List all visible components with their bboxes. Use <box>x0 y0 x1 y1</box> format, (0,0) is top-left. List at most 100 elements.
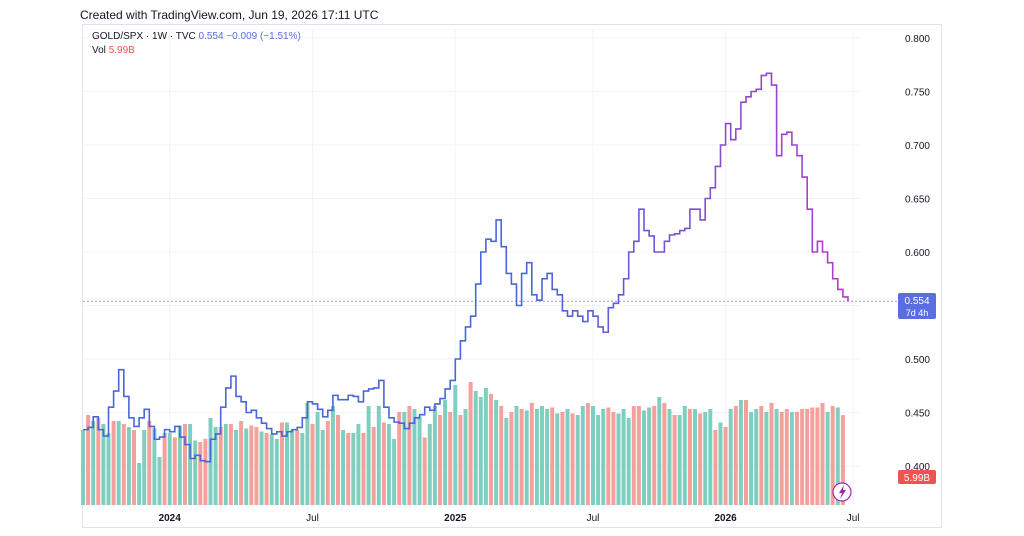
volume-bar <box>330 406 335 505</box>
volume-bar <box>723 427 728 505</box>
volume-bar <box>239 421 244 505</box>
volume-bar <box>749 412 754 505</box>
volume-bar <box>223 424 228 505</box>
volume-bar <box>96 418 101 505</box>
volume-bar <box>647 407 652 505</box>
volume-bar <box>560 412 565 505</box>
legend-change: −0.009 (−1.51%) <box>226 31 301 42</box>
legend-last: 0.554 <box>198 31 224 42</box>
volume-bar <box>172 437 177 505</box>
volume-bar <box>524 410 529 505</box>
volume-bar <box>121 424 126 505</box>
volume-bar <box>738 400 743 505</box>
volume-bar <box>550 407 555 505</box>
volume-bar <box>494 400 499 505</box>
x-tick-label: 2025 <box>444 513 467 524</box>
volume-bar <box>320 430 325 505</box>
volume-bar <box>534 409 539 505</box>
volume-bar <box>601 409 606 505</box>
volume-bar <box>137 463 142 505</box>
volume-bar <box>667 409 672 505</box>
volume-bar <box>815 407 820 505</box>
legend-vol-label[interactable]: Vol <box>92 45 106 56</box>
volume-bar <box>152 428 157 505</box>
volume-bar <box>177 425 182 505</box>
volume-bar <box>570 413 575 505</box>
y-tick-label: 0.400 <box>905 462 930 473</box>
volume-bar <box>708 409 713 505</box>
legend-symbol[interactable]: GOLD/SPX · 1W · TVC <box>92 31 196 42</box>
volume-bar <box>305 403 310 505</box>
volume-bar <box>274 439 279 505</box>
y-tick-label: 0.650 <box>905 195 930 206</box>
volume-bar <box>473 391 478 505</box>
volume-bar <box>234 430 238 505</box>
volume-bar <box>642 410 646 505</box>
volume-bar <box>91 421 96 505</box>
volume-bar <box>575 415 580 505</box>
x-tick-label: Jul <box>847 513 860 524</box>
volume-bar <box>126 427 131 505</box>
volume-bar <box>412 409 417 505</box>
volume-bar <box>346 433 351 505</box>
volume-bar <box>285 422 289 505</box>
y-tick-label: 0.700 <box>905 141 930 152</box>
volume-bar <box>744 400 748 505</box>
volume-bar <box>106 433 111 505</box>
volume-bar <box>657 397 662 505</box>
volume-bar <box>397 412 402 505</box>
x-tick-label: 2024 <box>159 513 182 524</box>
volume-bar <box>499 406 504 505</box>
volume-bar <box>830 406 835 505</box>
volume-bar <box>407 406 412 505</box>
volume-bar <box>417 416 422 505</box>
volume-bar <box>585 403 590 505</box>
volume-bar <box>228 424 233 505</box>
volume-bar <box>336 415 340 505</box>
x-tick-label: Jul <box>306 513 319 524</box>
volume-bar <box>315 412 320 505</box>
volume-bar <box>101 424 106 505</box>
volume-bar <box>652 406 657 505</box>
volume-bar <box>259 431 264 505</box>
x-axis: 2024 Jul 2025 Jul 2026 Jul <box>159 513 860 524</box>
volume-bar <box>545 409 550 505</box>
chart-frame <box>82 24 942 528</box>
volume-bar <box>693 409 697 505</box>
volume-bar <box>616 413 621 505</box>
volume-bar <box>825 412 830 505</box>
volume-bar <box>387 424 391 505</box>
x-tick-label: Jul <box>587 513 600 524</box>
volume-bar <box>636 406 641 505</box>
volume-bar <box>565 409 570 505</box>
volume-bar <box>764 412 769 505</box>
volume-bar <box>596 415 601 505</box>
volume-bar <box>116 421 121 505</box>
volume-bar <box>800 409 805 505</box>
volume-bar <box>381 422 386 505</box>
volume-bar <box>789 412 794 505</box>
volume-bar <box>713 430 718 505</box>
y-axis: 0.8000.7500.7000.6500.6000.5500.5000.450… <box>905 34 930 473</box>
legend-symbol-row: GOLD/SPX · 1W · TVC 0.554 −0.009 (−1.51%… <box>92 30 301 44</box>
volume-bar <box>478 397 483 505</box>
gold-spx-line <box>83 72 849 463</box>
volume-bar <box>249 425 254 505</box>
volume-bar <box>111 421 116 505</box>
volume-bar <box>188 424 193 505</box>
y-tick-label: 0.800 <box>905 34 930 45</box>
volume-bar <box>718 422 723 505</box>
volume-bar <box>310 424 315 505</box>
volume-bar <box>132 430 136 505</box>
volume-bar <box>810 407 815 505</box>
volume-bar <box>183 424 187 505</box>
volume-bar <box>463 409 468 505</box>
volume-bar <box>631 406 636 505</box>
volume-bar <box>361 433 366 505</box>
replay-lightning-icon[interactable] <box>832 482 852 502</box>
volume-badge-value: 5.99B <box>904 473 930 484</box>
volume-bar <box>519 409 524 505</box>
volume-bar <box>213 427 218 505</box>
volume-bar <box>774 409 779 505</box>
